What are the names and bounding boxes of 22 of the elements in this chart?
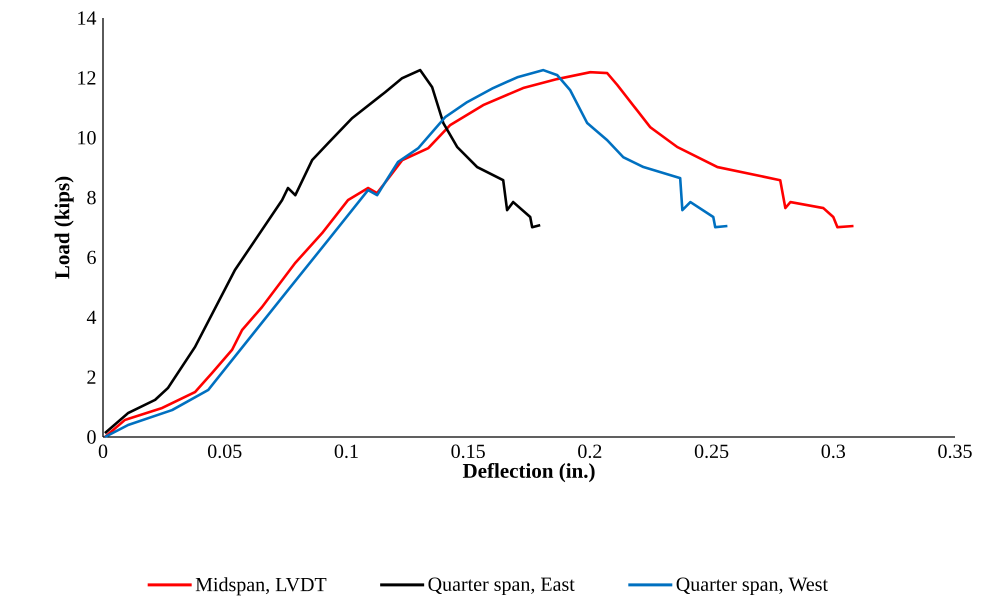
y-tick-label: 14 (78, 11, 96, 25)
y-tick-label: 6 (87, 250, 96, 264)
x-tick-label: 0.05 (208, 444, 242, 458)
x-tick-label: 0.3 (822, 444, 846, 458)
y-tick-label: 8 (87, 190, 96, 204)
y-tick-label: 2 (87, 370, 96, 384)
x-tick-label: 0.1 (334, 444, 358, 458)
x-tick-label: 0 (98, 444, 108, 458)
x-tick-label: 0.25 (694, 444, 728, 458)
y-tick-label: 10 (78, 130, 96, 144)
x-axis-title: Deflection (in.) (462, 462, 595, 482)
y-tick-label: 0 (87, 430, 96, 444)
legend-label: Quarter span, West (676, 578, 828, 596)
x-tick-label: 0.35 (938, 444, 972, 458)
line-series (104, 70, 855, 438)
x-tick-label: 0.15 (451, 444, 485, 458)
y-axis-title: Load (kips) (54, 176, 74, 279)
x-tick-label: 0.2 (578, 444, 602, 458)
y-tick-label: 4 (86, 310, 96, 324)
legend-label: Quarter span, East (428, 578, 575, 596)
y-tick-label: 12 (78, 71, 96, 84)
legend-label: Midspan, LVDT (196, 577, 326, 596)
